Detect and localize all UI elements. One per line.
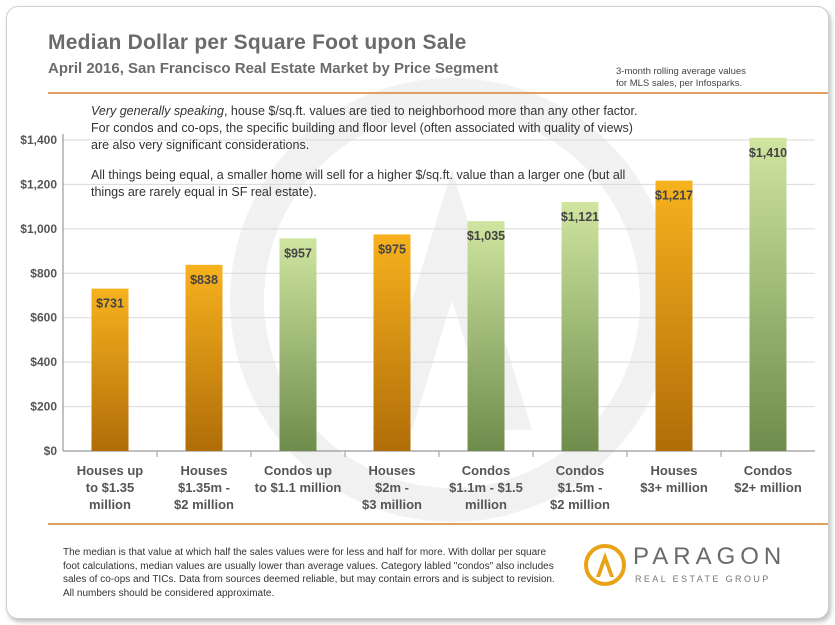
bar-value-label: $838 — [190, 273, 218, 287]
y-tick-label: $200 — [30, 400, 57, 414]
x-category-label: Houses up to $1.35 million — [77, 463, 144, 512]
bar-value-label: $1,410 — [749, 146, 787, 160]
y-tick-label: $0 — [44, 444, 58, 458]
disclaimer: The median is that value at which half t… — [63, 547, 555, 599]
bar — [749, 137, 787, 451]
bars: $731 $838 $957 $975 $1,035 $1,121 $1,217 $1,410 — [91, 137, 787, 451]
commentary-emphasis: Very generally speaking — [91, 104, 224, 118]
y-tick-label: $400 — [30, 355, 57, 369]
bar-value-label: $957 — [284, 246, 312, 260]
bar-value-label: $1,121 — [561, 210, 599, 224]
chart-divider-top — [48, 92, 828, 94]
y-tick-label: $1,400 — [20, 133, 57, 147]
logo-name: PARAGON — [633, 543, 787, 570]
bar — [467, 221, 505, 451]
commentary: Very generally speaking, house $/sq.ft. … — [91, 103, 651, 214]
chart-subtitle: April 2016, San Francisco Real Estate Ma… — [48, 60, 499, 77]
paragon-logo-icon — [584, 544, 626, 586]
source-note-line-1: 3-month rolling average values — [616, 66, 746, 77]
bar — [373, 234, 411, 451]
bar-value-label: $731 — [96, 297, 124, 311]
y-axis: $0 $200 $400 $600 $800 $1,000 $1,200 $1,400 — [20, 133, 64, 458]
bar — [561, 201, 599, 451]
y-tick-label: $1,200 — [20, 177, 57, 191]
bar-value-label: $975 — [378, 242, 406, 256]
bar — [655, 180, 693, 451]
source-note: 3-month rolling average values for MLS s… — [616, 66, 816, 90]
paragon-logo: PARAGON REAL ESTATE GROUP — [583, 541, 813, 593]
x-category-label: Condos $1.1m - $1.5 million — [449, 463, 523, 512]
chart-divider-bottom — [48, 523, 828, 525]
y-tick-label: $800 — [30, 266, 57, 280]
x-category-label: Houses $1.35m -$2 million — [174, 463, 234, 512]
chart-title: Median Dollar per Square Foot upon Sale — [48, 31, 467, 54]
bar — [279, 238, 317, 451]
bar-value-label: $1,217 — [655, 189, 693, 203]
y-tick-label: $600 — [30, 311, 57, 325]
x-category-label: Houses $3+ million — [640, 463, 708, 495]
commentary-paragraph-2: All things being equal, a smaller home w… — [91, 168, 626, 199]
source-note-line-2: for MLS sales, per Infosparks. — [616, 78, 743, 89]
bar — [91, 288, 129, 451]
x-category-label: Houses $2m -$3 million — [362, 463, 422, 512]
x-category-label: Condos $2+ million — [734, 463, 802, 495]
commentary-p1-text: , house $/sq.ft. values are tied to neig… — [91, 104, 638, 152]
bar-value-label: $1,035 — [467, 229, 505, 243]
y-tick-label: $1,000 — [20, 222, 57, 236]
commentary-paragraph-1: Very generally speaking, house $/sq.ft. … — [91, 103, 651, 154]
x-category-label: Condos $1.5m -$2 million — [550, 463, 610, 512]
x-category-label: Condos up to $1.1 million — [255, 463, 342, 495]
x-axis: Houses up to $1.35 million Houses $1.35m -$2… — [77, 451, 802, 512]
logo-tagline: REAL ESTATE GROUP — [635, 574, 771, 584]
bar — [185, 264, 223, 451]
